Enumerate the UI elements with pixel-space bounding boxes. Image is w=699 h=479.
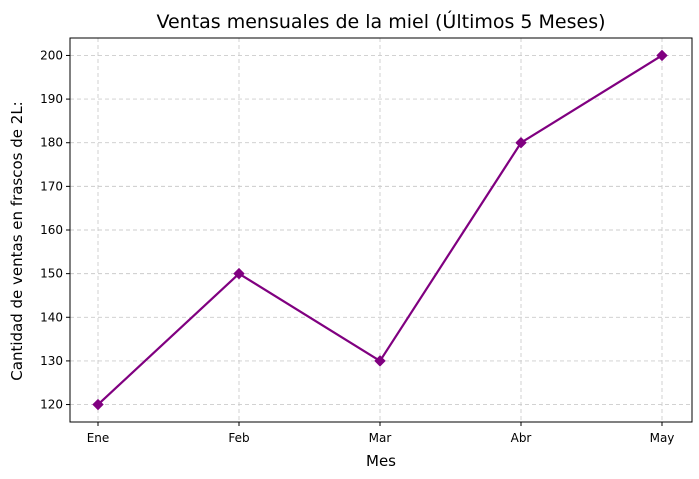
- y-tick-label: 130: [40, 354, 63, 368]
- data-point-marker: [374, 355, 386, 367]
- data-point-marker: [515, 137, 527, 149]
- x-tick-label: Feb: [228, 431, 249, 445]
- y-tick-label: 190: [40, 92, 63, 106]
- y-tick-label: 170: [40, 179, 63, 193]
- data-point-marker: [233, 267, 245, 280]
- y-tick-label: 180: [40, 136, 63, 150]
- y-tick-label: 140: [40, 310, 63, 324]
- chart-title: Ventas mensuales de la miel (Últimos 5 M…: [156, 9, 605, 33]
- y-tick-label: 160: [40, 223, 63, 237]
- y-tick-label: 150: [40, 267, 63, 281]
- x-tick-label: May: [650, 431, 675, 445]
- ticks: 120 130 140 150 160 170 180 190 200 Ene Feb Mar Abr M…: [40, 48, 674, 445]
- y-tick-label: 200: [40, 48, 63, 62]
- data-point-marker: [656, 49, 668, 62]
- y-axis-label: Cantidad de ventas en frascos de 2L:: [8, 101, 26, 380]
- x-tick-label: Abr: [511, 431, 532, 445]
- y-tick-label: 120: [40, 398, 63, 412]
- series-layer: [92, 49, 668, 411]
- x-tick-label: Mar: [369, 431, 392, 445]
- data-point-marker: [92, 398, 104, 411]
- x-axis-label: Mes: [366, 452, 396, 470]
- grid: [70, 38, 692, 422]
- x-tick-label: Ene: [87, 431, 110, 445]
